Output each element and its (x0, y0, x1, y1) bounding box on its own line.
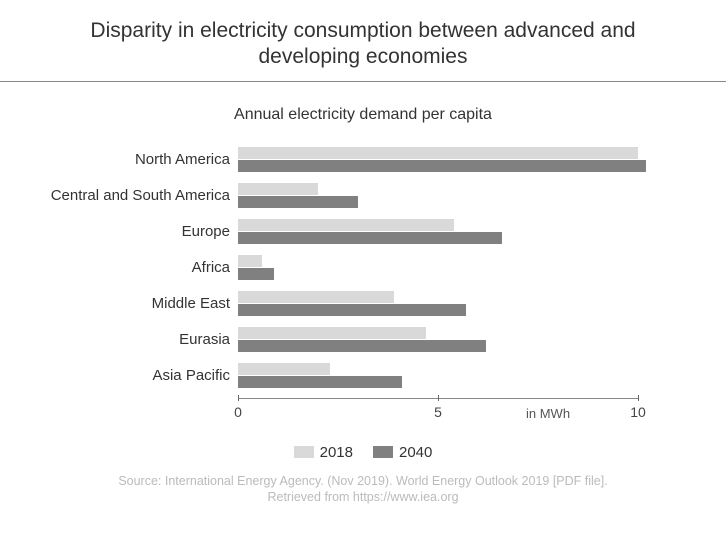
legend-swatch (373, 446, 393, 458)
legend-item: 2040 (373, 444, 432, 461)
category-label: Middle East (0, 295, 230, 312)
chart-plot-area: North AmericaCentral and South AmericaEu… (238, 142, 638, 428)
chart-row: Europe (238, 214, 638, 250)
bar-group (238, 327, 638, 352)
legend-swatch (294, 446, 314, 458)
chart-row: Eurasia (238, 322, 638, 358)
bar (238, 160, 646, 172)
bar (238, 219, 454, 231)
category-label: Central and South America (0, 187, 230, 204)
bar-group (238, 363, 638, 388)
axis-tick-label: 10 (630, 404, 646, 420)
bar-group (238, 147, 638, 172)
bar (238, 291, 394, 303)
axis-unit-label: in MWh (526, 406, 570, 421)
bar-group (238, 183, 638, 208)
chart-subtitle: Annual electricity demand per capita (0, 106, 726, 124)
axis-tick-label: 5 (434, 404, 442, 420)
bar (238, 376, 402, 388)
legend-label: 2040 (399, 444, 432, 461)
bar (238, 183, 318, 195)
category-label: Africa (0, 259, 230, 276)
bar (238, 268, 274, 280)
bar-group (238, 219, 638, 244)
bar (238, 147, 638, 159)
bar-group (238, 291, 638, 316)
category-label: North America (0, 151, 230, 168)
bar (238, 232, 502, 244)
bar (238, 196, 358, 208)
bar (238, 363, 330, 375)
bar-group (238, 255, 638, 280)
chart-row: Central and South America (238, 178, 638, 214)
legend-item: 2018 (294, 444, 353, 461)
source-citation: Source: International Energy Agency. (No… (0, 473, 726, 507)
bar (238, 255, 262, 267)
chart-title: Disparity in electricity consumption bet… (0, 0, 726, 81)
bar (238, 340, 486, 352)
legend-label: 2018 (320, 444, 353, 461)
category-label: Europe (0, 223, 230, 240)
chart-row: North America (238, 142, 638, 178)
bar (238, 327, 426, 339)
x-axis: 0510in MWh (238, 398, 638, 428)
category-label: Asia Pacific (0, 367, 230, 384)
chart-row: Africa (238, 250, 638, 286)
chart-row: Middle East (238, 286, 638, 322)
chart-row: Asia Pacific (238, 358, 638, 394)
title-divider (0, 81, 726, 82)
bar (238, 304, 466, 316)
legend: 2018 2040 (0, 444, 726, 461)
axis-tick-label: 0 (234, 404, 242, 420)
category-label: Eurasia (0, 331, 230, 348)
